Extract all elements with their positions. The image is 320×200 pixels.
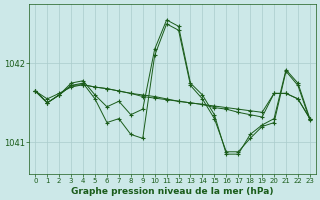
X-axis label: Graphe pression niveau de la mer (hPa): Graphe pression niveau de la mer (hPa) bbox=[71, 187, 274, 196]
